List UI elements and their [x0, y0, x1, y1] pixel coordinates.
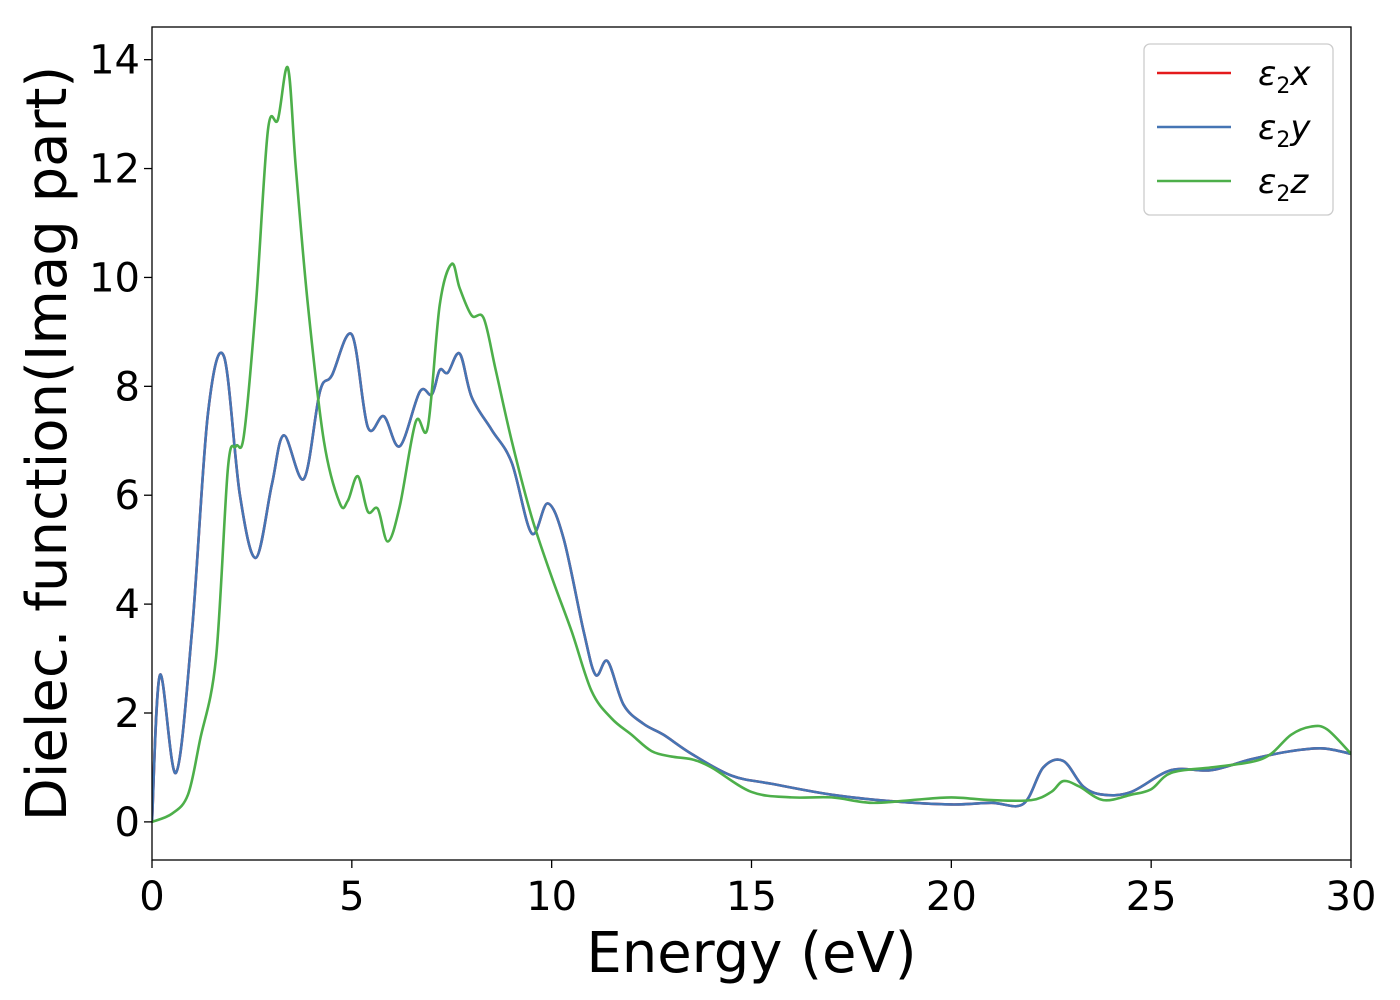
- legend-box: [1143, 43, 1334, 216]
- legend-label-eps2z: ε2z: [1258, 162, 1309, 207]
- y-tick-label: 4: [115, 582, 140, 628]
- y-tick-label: 2: [115, 691, 140, 737]
- x-tick-label: 25: [1126, 874, 1177, 920]
- x-tick-label: 5: [339, 874, 364, 920]
- series-line-eps2z: [152, 65, 1351, 824]
- y-tick-label: 0: [115, 800, 140, 846]
- series-layer: [152, 65, 1351, 824]
- y-tick-label: 14: [89, 38, 140, 84]
- legend-label-eps2y: ε2y: [1258, 108, 1311, 153]
- y-tick-label: 12: [89, 147, 140, 193]
- x-tick-label: 15: [726, 874, 777, 920]
- x-tick-label: 30: [1326, 874, 1377, 920]
- legend-label-eps2x: ε2x: [1258, 54, 1311, 99]
- series-line-eps2y: [152, 332, 1351, 824]
- y-tick-label: 6: [115, 473, 140, 519]
- x-axis-ticks: 0 5 10 15 20 25 30: [139, 860, 1376, 920]
- y-tick-label: 10: [89, 255, 140, 301]
- y-axis-label: Dielec. function(Imag part): [15, 66, 80, 822]
- x-tick-label: 10: [526, 874, 577, 920]
- x-tick-label: 0: [139, 874, 164, 920]
- x-tick-label: 20: [926, 874, 977, 920]
- y-axis-ticks: 0 2 4 6 8 10 12 14: [89, 38, 152, 846]
- y-tick-label: 8: [115, 364, 140, 410]
- x-axis-label: Energy (eV): [586, 921, 916, 986]
- legend: ε2x ε2y ε2z: [1143, 43, 1334, 216]
